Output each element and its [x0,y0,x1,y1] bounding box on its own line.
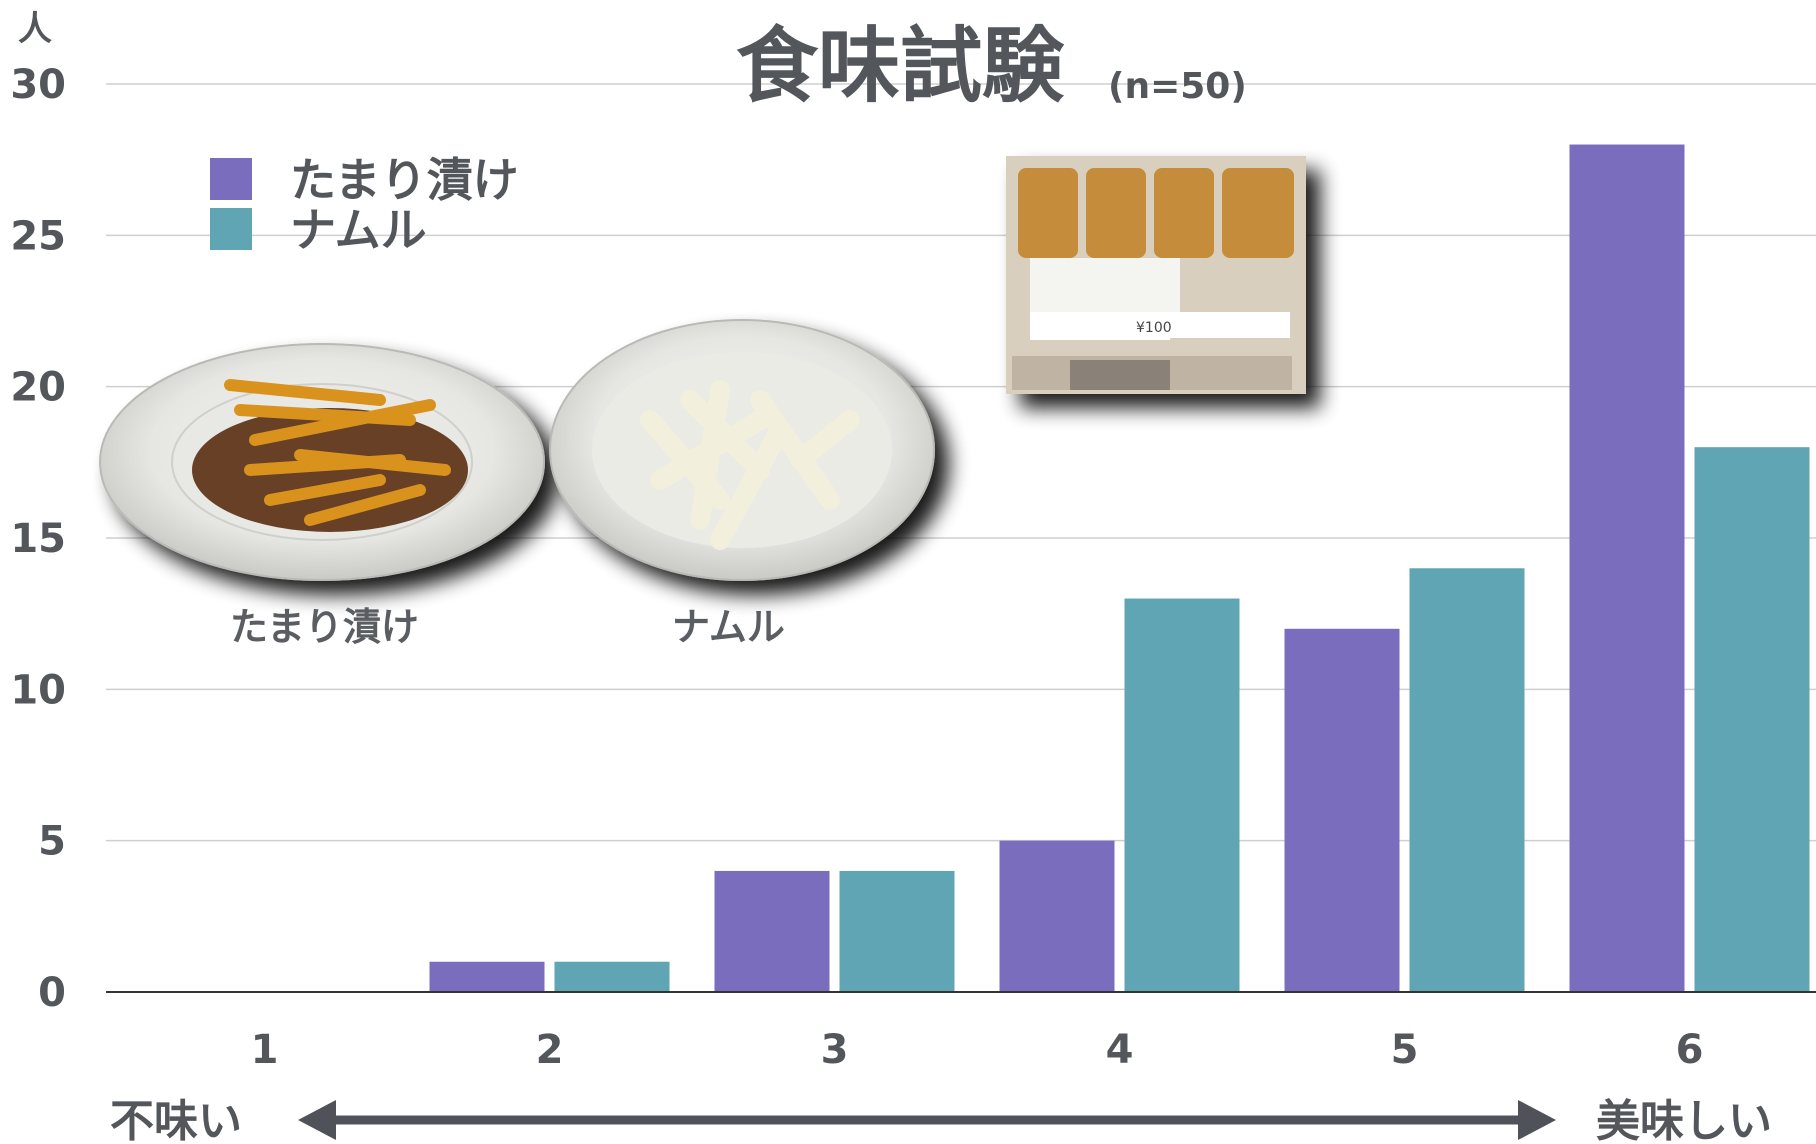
y-tick-label-30: 30 [10,62,66,108]
scale-left-label: 不味い [110,1096,242,1144]
photo-namul [549,319,935,581]
bar-series-1-category-4 [999,840,1115,992]
x-tick-label-6: 6 [1676,1027,1704,1073]
chart-subtitle: (n=50) [1108,66,1247,107]
bar-series-2-category-4 [1124,598,1240,992]
x-tick-label-3: 3 [821,1027,849,1073]
bar-series-1-category-5 [1284,628,1400,992]
package-price-tag: ¥100 [1136,320,1172,336]
y-tick-label-25: 25 [10,213,66,259]
chart-title: 食味試験 [736,19,1065,114]
bar-series-1-category-2 [429,961,545,992]
photo-tamari-pickles [99,343,545,581]
bar-series-2-category-6 [1694,447,1810,992]
bar-series-2-category-2 [554,961,670,992]
x-tick-label-4: 4 [1106,1027,1134,1073]
legend-label-series-2: ナムル [290,203,427,257]
scale-arrow [298,1100,1556,1140]
legend-swatch-series-2 [210,208,252,250]
bar-series-1-category-6 [1569,144,1685,993]
legend: たまり漬け ナムル [210,153,519,257]
photo-label-namul: ナムル [672,605,785,649]
x-tick-label-1: 1 [251,1027,279,1073]
y-axis-ticks: 0 5 10 15 20 25 30 [10,62,66,1016]
y-tick-label-0: 0 [38,970,66,1016]
bar-series-2-category-5 [1409,568,1525,992]
y-tick-label-5: 5 [38,819,66,865]
x-axis-ticks: 1 2 3 4 5 6 [251,1027,1704,1073]
bars [429,144,1810,993]
x-tick-label-2: 2 [536,1027,564,1073]
photo-label-tamari: たまり漬け [230,605,419,649]
photo-packaged-product: ¥100 [1006,156,1306,394]
bar-series-1-category-3 [714,870,830,992]
x-tick-label-5: 5 [1391,1027,1419,1073]
scale-right-label: 美味しい [1596,1096,1772,1144]
y-tick-label-15: 15 [10,516,66,562]
bar-series-2-category-3 [839,870,955,992]
legend-label-series-1: たまり漬け [290,153,519,207]
y-axis-label: 人 [18,9,52,49]
y-tick-label-10: 10 [10,667,66,713]
legend-swatch-series-1 [210,158,252,200]
y-tick-label-20: 20 [10,365,66,411]
